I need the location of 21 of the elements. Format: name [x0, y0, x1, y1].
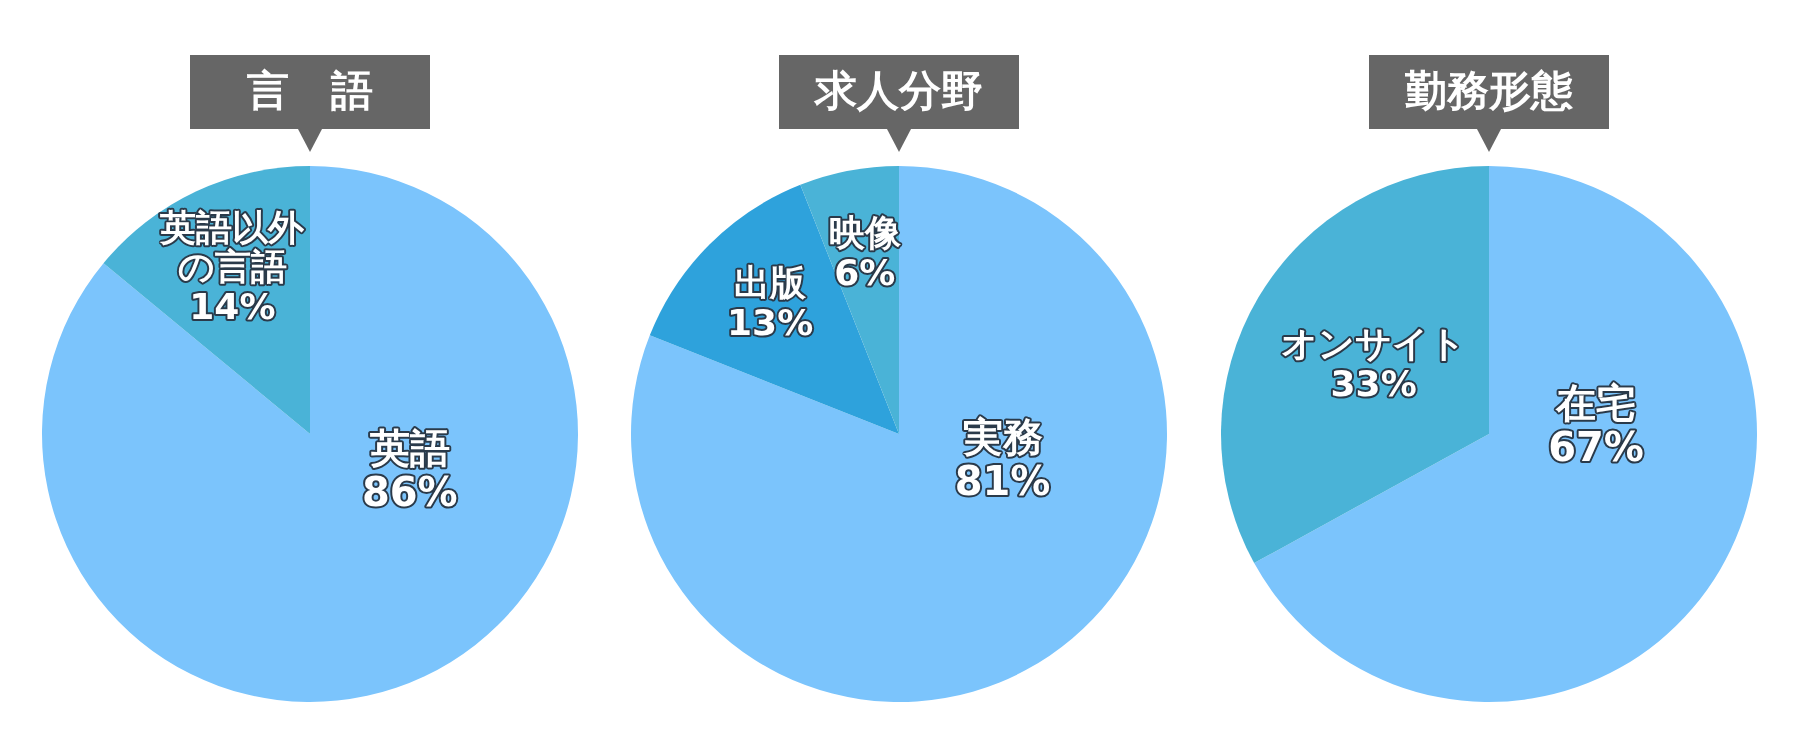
data-label: 86% [361, 469, 458, 516]
slice-label: 英語 [368, 425, 450, 472]
chart-title: 求人分野 [813, 65, 983, 115]
slice-label: 英語以外の言語 [159, 206, 306, 288]
slice-label: オンサイト [1281, 322, 1467, 364]
data-label: 14% [189, 285, 276, 327]
pie-slice [631, 166, 1167, 702]
slice-label: 出版 [734, 262, 808, 304]
chart-title: 勤務形態 [1404, 65, 1573, 115]
data-label: 6% [834, 251, 896, 293]
data-label: 13% [727, 301, 814, 343]
data-label: 67% [1548, 424, 1644, 471]
pie-slice [1254, 166, 1757, 702]
data-label: 33% [1330, 362, 1417, 404]
slice-label: 映像 [828, 212, 901, 254]
pie-slice [42, 166, 578, 702]
slice-label: 実務 [961, 413, 1043, 460]
chart-title: 言 語 [246, 65, 373, 115]
data-label: 81% [954, 457, 1051, 504]
pie-slice [1221, 166, 1489, 564]
slice-label: 在宅 [1555, 380, 1637, 427]
